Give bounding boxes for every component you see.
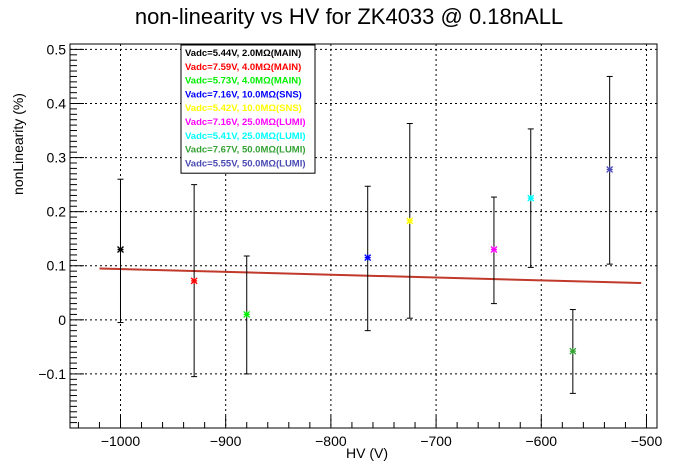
data-point-1 [190, 277, 198, 285]
data-point-7 [569, 347, 577, 355]
legend-box [180, 44, 316, 174]
legend-entry: Vadc=7.16V, 10.0MΩ(SNS) [185, 89, 302, 100]
y-tick-label: 0.3 [47, 150, 67, 166]
legend-entry: Vadc=7.67V, 50.0MΩ(LUMI) [185, 145, 306, 156]
y-tick-label: 0.5 [47, 41, 67, 57]
y-tick-label: 0 [58, 312, 66, 328]
x-tick-label: −700 [420, 433, 452, 449]
data-point-8 [606, 166, 614, 173]
legend-entry: Vadc=7.59V, 4.0MΩ(MAIN) [185, 62, 301, 73]
x-tick-label: −1000 [101, 433, 141, 449]
legend-entry: Vadc=5.41V, 25.0MΩ(LUMI) [185, 131, 306, 142]
legend-entry: Vadc=7.16V, 25.0MΩ(LUMI) [185, 117, 306, 128]
x-tick-label: −800 [315, 433, 347, 449]
legend-entry: Vadc=5.55V, 50.0MΩ(LUMI) [185, 158, 306, 169]
legend-entry: Vadc=5.42V, 10.0MΩ(SNS) [185, 103, 302, 114]
data-point-4 [406, 217, 414, 225]
x-tick-label: −500 [631, 433, 663, 449]
y-tick-label: 0.1 [47, 258, 67, 274]
y-tick-label: −0.1 [38, 366, 66, 382]
data-point-2 [243, 310, 251, 318]
plot-frame [69, 43, 658, 429]
data-point-3 [364, 254, 372, 262]
chart-title: non-linearity vs HV for ZK4033 @ 0.18nAL… [134, 4, 564, 29]
y-tick-label: 0.2 [47, 204, 67, 220]
y-axis-label: nonLinearity (%) [10, 93, 26, 195]
x-tick-label: −600 [526, 433, 558, 449]
data-point-6 [527, 194, 535, 202]
y-tick-label: 0.4 [47, 95, 67, 111]
data-point-5 [490, 246, 498, 253]
x-axis-label: HV (V) [346, 445, 388, 461]
x-tick-label: −900 [210, 433, 242, 449]
fit-line [99, 267, 642, 285]
legend-entry: Vadc=5.73V, 4.0MΩ(MAIN) [185, 76, 301, 87]
legend-entry: Vadc=5.44V, 2.0MΩ(MAIN) [185, 48, 301, 59]
data-point-0 [117, 246, 124, 253]
